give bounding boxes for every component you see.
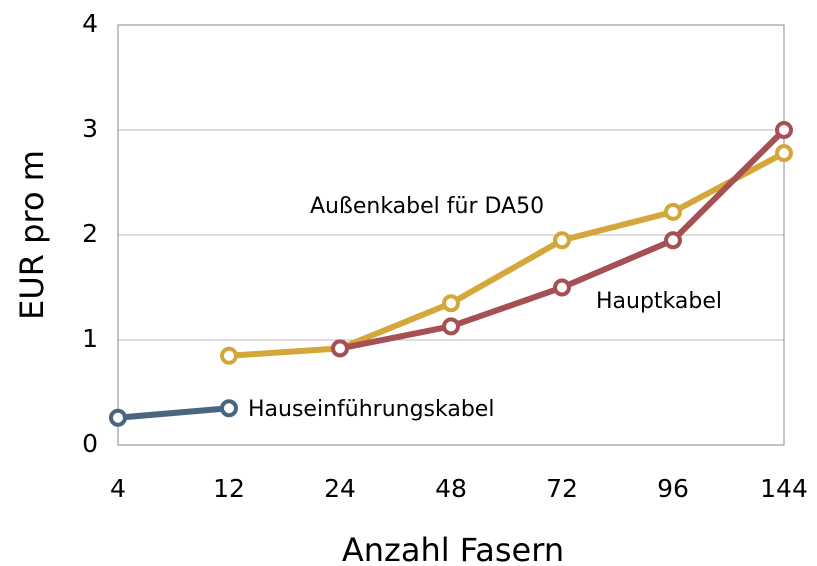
line (117, 405, 230, 421)
y-tick-label: 3 (82, 114, 98, 143)
y-tick-label: 4 (82, 9, 98, 38)
marker (664, 231, 682, 250)
marker (442, 294, 460, 313)
marker (553, 278, 571, 297)
line (228, 150, 786, 359)
x-axis-title: Anzahl Fasern (342, 531, 564, 566)
x-tick-label: 24 (324, 474, 356, 503)
x-tick-label: 48 (435, 474, 467, 503)
series-label: Außenkabel für DA50 (310, 194, 544, 219)
marker (442, 317, 460, 336)
series-label: Hauptkabel (596, 289, 722, 314)
y-tick-label: 1 (82, 324, 98, 353)
marker (331, 339, 349, 358)
marker (109, 408, 127, 427)
series-label: Hauseinführungskabel (248, 397, 494, 422)
marker (664, 202, 682, 221)
x-tick-label: 144 (760, 474, 808, 503)
x-tick-label: 72 (546, 474, 578, 503)
marker (220, 399, 238, 418)
marker (220, 346, 238, 365)
x-tick-label: 96 (657, 474, 689, 503)
y-axis-title: EUR pro m (13, 150, 51, 320)
y-tick-label: 2 (82, 219, 98, 248)
marker (553, 231, 571, 250)
x-tick-label: 4 (110, 474, 126, 503)
plot-frame (117, 24, 785, 446)
marker (775, 144, 793, 163)
marker (775, 121, 793, 139)
y-tick-label: 0 (82, 429, 98, 458)
x-tick-label: 12 (213, 474, 245, 503)
